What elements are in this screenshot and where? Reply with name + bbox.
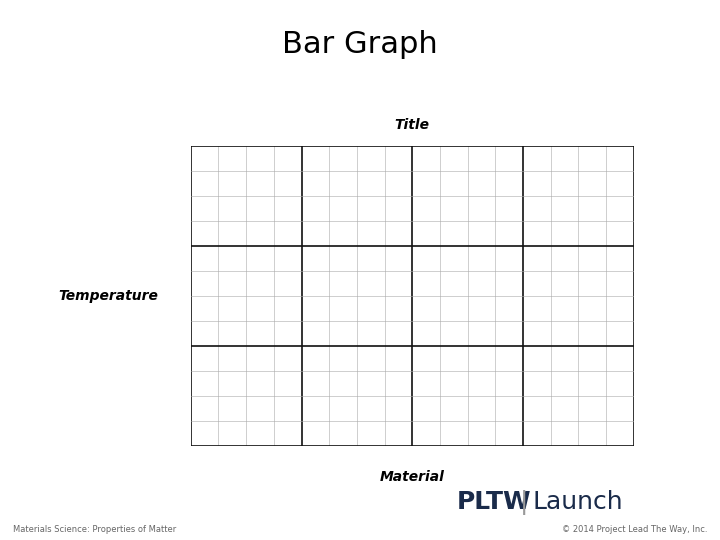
Text: Materials Science: Properties of Matter: Materials Science: Properties of Matter: [13, 524, 176, 534]
Text: PLTW: PLTW: [457, 490, 532, 514]
Text: Bar Graph: Bar Graph: [282, 30, 438, 59]
Text: |: |: [520, 490, 528, 515]
Text: Title: Title: [395, 118, 430, 132]
Text: Temperature: Temperature: [58, 289, 158, 302]
Text: Launch: Launch: [533, 490, 624, 514]
Text: © 2014 Project Lead The Way, Inc.: © 2014 Project Lead The Way, Inc.: [562, 524, 707, 534]
Text: Material: Material: [379, 470, 445, 484]
